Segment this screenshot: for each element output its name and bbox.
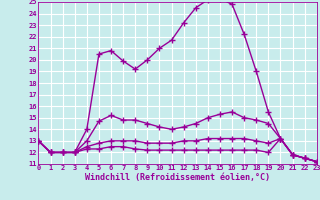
X-axis label: Windchill (Refroidissement éolien,°C): Windchill (Refroidissement éolien,°C) [85, 173, 270, 182]
